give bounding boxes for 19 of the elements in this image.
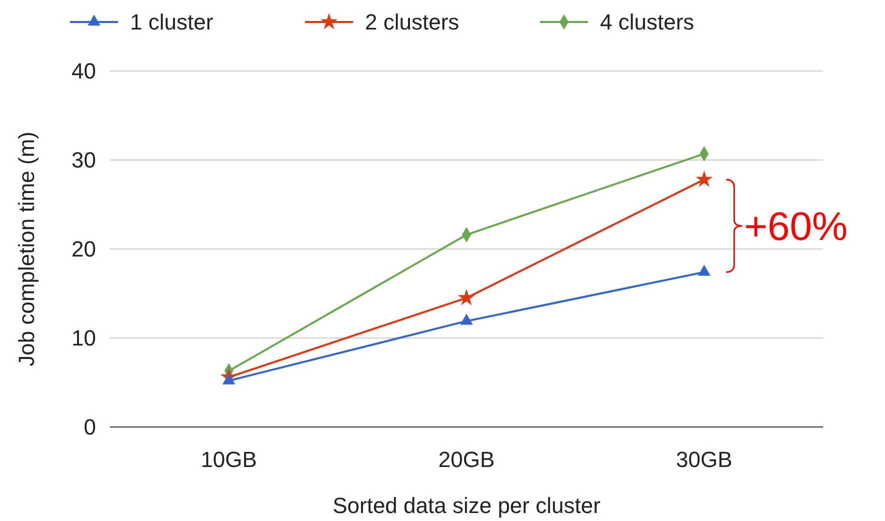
point [460,314,473,325]
annotation: +60% [744,204,848,249]
legend-label: 1 cluster [130,10,214,35]
x-tick-label: 10GB [200,447,257,472]
legend-label: 2 clusters [365,10,460,35]
y-tick-label: 20 [72,236,96,262]
y-tick-label: 10 [72,326,96,351]
y-tick-label: 30 [72,148,96,173]
point [698,264,711,276]
point [458,288,476,306]
legend-label: 4 clusters [600,10,694,35]
x-tick-label: 20GB [438,447,495,472]
x-axis-title: Sorted data size per cluster [332,493,600,518]
y-axis-title: Job completion time (m) [14,132,39,366]
x-tick-label: 30GB [676,447,732,472]
point [222,373,236,384]
y-tick-label: 0 [84,414,96,440]
y-tick-label: 40 [72,58,96,84]
point [696,170,713,187]
